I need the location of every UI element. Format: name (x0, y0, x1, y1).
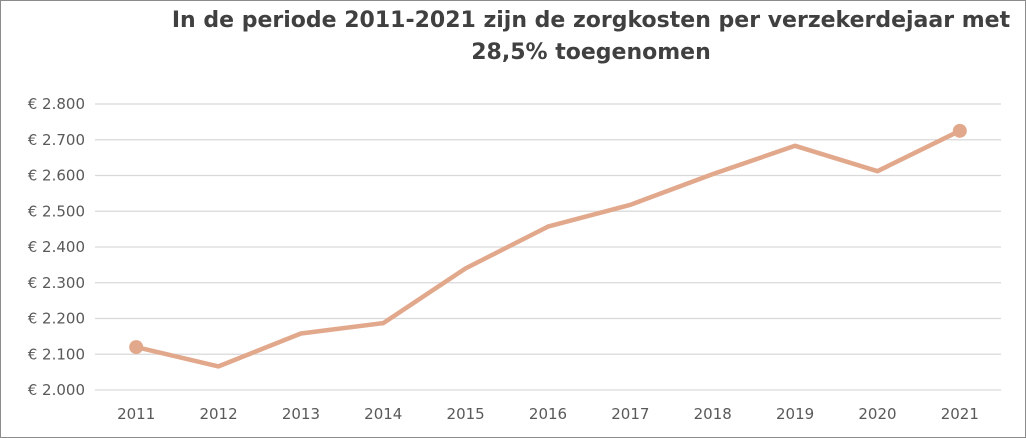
y-tick-label: € 2.700 (28, 131, 85, 149)
x-tick-label: 2021 (941, 405, 979, 423)
x-tick-label: 2017 (611, 405, 649, 423)
x-tick-label: 2019 (776, 405, 814, 423)
gridlines (95, 103, 1001, 391)
x-axis-tick-labels: 2011 2012 2013 2014 2015 2016 2017 2018 2019 2020… (117, 405, 979, 423)
x-tick-label: 2018 (694, 405, 732, 423)
series (129, 123, 967, 369)
x-tick-label: 2012 (199, 405, 237, 423)
x-tick-label: 2011 (117, 405, 155, 423)
y-axis-tick-labels: € 2.000 € 2.100 € 2.200 € 2.300 € 2.400 € 2.5… (28, 95, 85, 399)
x-tick-label: 2016 (529, 405, 567, 423)
y-tick-label: € 2.000 (28, 381, 85, 399)
y-tick-label: € 2.600 (28, 167, 85, 185)
chart-title-line-1: In de periode 2011-2021 zijn de zorgkost… (171, 8, 1011, 33)
y-tick-label: € 2.300 (28, 274, 85, 292)
x-tick-label: 2013 (282, 405, 320, 423)
y-tick-label: € 2.400 (28, 238, 85, 256)
y-tick-label: € 2.800 (28, 95, 85, 113)
data-point-2021 (952, 123, 967, 138)
x-tick-label: 2014 (364, 405, 402, 423)
y-tick-label: € 2.200 (28, 310, 85, 328)
data-point-2011 (129, 340, 144, 355)
x-tick-label: 2020 (858, 405, 896, 423)
chart-title-line-2: 28,5% toegenomen (471, 40, 711, 65)
x-tick-label: 2015 (447, 405, 485, 423)
y-tick-label: € 2.500 (28, 202, 85, 220)
y-tick-label: € 2.100 (28, 345, 85, 363)
chart-title: In de periode 2011-2021 zijn de zorgkost… (151, 5, 1026, 69)
series-line (133, 128, 963, 369)
